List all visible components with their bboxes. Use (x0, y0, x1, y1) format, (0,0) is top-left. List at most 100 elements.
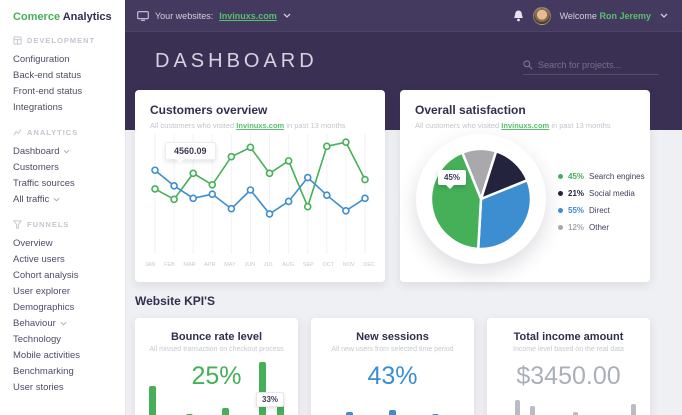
kpi-subtitle: Income level based on the real data (513, 346, 624, 353)
x-tick-label: JAN (145, 262, 156, 268)
bar (149, 386, 156, 415)
data-point[interactable] (361, 194, 369, 203)
data-point[interactable] (208, 180, 217, 189)
data-point[interactable] (208, 190, 217, 198)
card-title: Overall satisfaction (415, 103, 526, 117)
section-header-development: DEVELOPMENT (13, 36, 125, 45)
user-name[interactable]: Ron Jeremy (599, 10, 651, 21)
legend-item[interactable]: 21% Social media (558, 189, 645, 198)
section-header-analytics: ANALYTICS (13, 128, 125, 137)
data-point[interactable] (303, 173, 312, 182)
sidebar-item-overview[interactable]: Overview (0, 235, 125, 251)
sidebar-item-front-end-status[interactable]: Front-end status (0, 83, 125, 99)
bell-icon[interactable] (513, 10, 524, 22)
brand-logo[interactable]: Comerce Analytics (13, 11, 125, 23)
pie-legend: 45% Search engines 21% Social media 55% Direc… (558, 172, 645, 232)
legend-dot-icon (558, 225, 563, 230)
bar (346, 412, 354, 415)
welcome-label: Welcome (559, 10, 597, 21)
sidebar-item-traffic-sources[interactable]: Traffic sources (0, 175, 125, 191)
data-point[interactable] (284, 157, 293, 165)
card-subtitle: All customers who visited Invinuxs.com i… (415, 121, 635, 130)
chevron-down-icon (53, 197, 60, 202)
sidebar-item-mobile-activities[interactable]: Mobile activities (0, 347, 125, 363)
sidebar-item-behaviour[interactable]: Behaviour (0, 315, 125, 331)
legend-dot-icon (558, 191, 563, 196)
welcome-text: Welcome Ron Jeremy (560, 11, 651, 21)
sidebar-item-integrations[interactable]: Integrations (0, 99, 125, 115)
bar-chart (325, 410, 460, 415)
subtitle-domain-link[interactable]: Invinuxs.com (501, 121, 550, 130)
sidebar-item-cohort-analysis[interactable]: Cohort analysis (0, 267, 125, 283)
legend-item[interactable]: 12% Other (558, 223, 645, 232)
bar (222, 408, 230, 415)
search-box[interactable] (523, 60, 659, 75)
sidebar-item-label: Overview (13, 237, 53, 249)
data-point[interactable] (151, 166, 159, 175)
data-point[interactable] (323, 191, 331, 200)
sidebar-item-demographics[interactable]: Demographics (0, 299, 125, 315)
x-tick-label: APR (204, 262, 216, 268)
search-input[interactable] (538, 60, 653, 70)
customers-overview-card: Customers overview All customers who vis… (135, 90, 385, 282)
bar (573, 412, 579, 415)
x-tick-label: JUN (244, 262, 256, 268)
data-point[interactable] (170, 195, 178, 204)
data-point[interactable] (170, 182, 178, 190)
kpi-section-heading: Website KPI'S (135, 294, 215, 308)
chevron-down-icon (63, 149, 70, 154)
legend-item[interactable]: 55% Direct (558, 206, 645, 215)
funnel-icon (13, 220, 22, 229)
subtitle-prefix: All customers who visited (150, 121, 235, 130)
x-tick-label: DEC (363, 262, 375, 268)
data-point[interactable] (246, 143, 255, 152)
kpi-title: New sessions (356, 331, 429, 343)
data-point[interactable] (265, 169, 274, 178)
pie-slice-direct[interactable] (476, 179, 533, 251)
sidebar-item-dashboard[interactable]: Dashboard (0, 143, 125, 159)
data-point[interactable] (189, 169, 197, 178)
data-point[interactable] (246, 186, 255, 194)
data-point[interactable] (189, 194, 197, 203)
data-point[interactable] (323, 142, 331, 151)
data-point[interactable] (227, 152, 236, 161)
legend-dot-icon (558, 208, 563, 213)
sidebar-item-technology[interactable]: Technology (0, 331, 125, 347)
sidebar-item-configuration[interactable]: Configuration (0, 51, 125, 67)
sidebar-item-back-end-status[interactable]: Back-end status (0, 67, 125, 83)
subtitle-domain-link[interactable]: Invinuxs.com (236, 121, 285, 130)
sidebar-item-label: Configuration (13, 53, 70, 65)
website-domain-link[interactable]: Invinuxs.com (219, 10, 277, 21)
x-tick-label: MAR (183, 262, 196, 268)
sidebar-item-user-stories[interactable]: User stories (0, 379, 125, 395)
data-point[interactable] (361, 175, 369, 184)
monitor-icon (137, 10, 149, 21)
chevron-down-icon[interactable] (660, 13, 668, 18)
section-header-funnels: FUNNELS (13, 220, 125, 229)
subtitle-suffix: in past 13 months (551, 121, 611, 130)
sidebar-item-user-explorer[interactable]: User explorer (0, 283, 125, 299)
sidebar-item-benchmarking[interactable]: Benchmarking (0, 363, 125, 379)
sidebar: Comerce Analytics DEVELOPMENT Configurat… (0, 0, 125, 415)
x-tick-label: MAY (224, 262, 236, 268)
data-point[interactable] (151, 185, 159, 193)
sidebar-item-all-traffic[interactable]: All traffic (0, 191, 125, 207)
bar-tooltip: 33% (256, 392, 285, 407)
avatar[interactable] (532, 6, 551, 25)
data-point[interactable] (342, 207, 350, 215)
sidebar-item-customers[interactable]: Customers (0, 159, 125, 175)
data-point[interactable] (265, 210, 274, 218)
chart-icon (13, 129, 22, 136)
data-point[interactable] (342, 138, 350, 146)
sidebar-item-label: Active users (13, 253, 65, 265)
sidebar-item-active-users[interactable]: Active users (0, 251, 125, 267)
data-point[interactable] (303, 202, 312, 211)
legend-item[interactable]: 45% Search engines (558, 172, 645, 181)
brand-first: Comerce (13, 11, 61, 23)
x-tick-label: OCT (322, 262, 335, 268)
data-point[interactable] (227, 204, 236, 213)
chevron-down-icon (283, 13, 291, 18)
bar (276, 402, 284, 415)
website-selector[interactable]: Your websites: Invinuxs.com (137, 11, 291, 21)
data-point[interactable] (284, 197, 293, 206)
